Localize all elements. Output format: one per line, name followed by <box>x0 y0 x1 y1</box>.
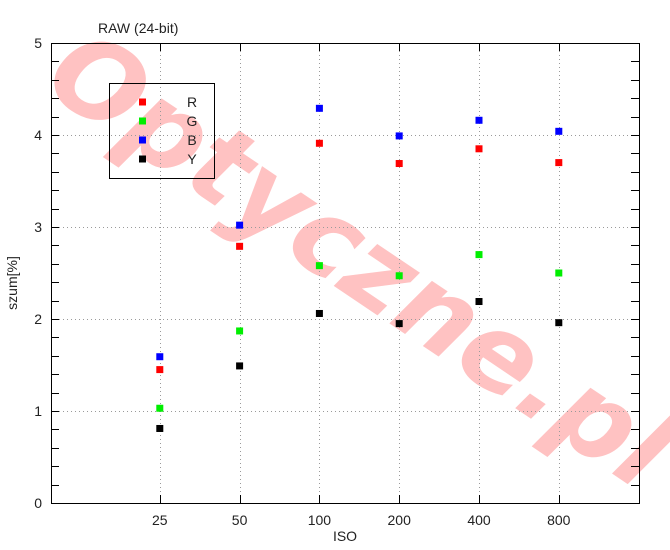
point-b-200 <box>395 132 403 140</box>
x-tick-label: 800 <box>547 512 571 528</box>
legend-marker-r <box>139 98 146 106</box>
point-r-100 <box>315 139 323 147</box>
point-g-50 <box>236 327 244 335</box>
y-tick-label: 4 <box>34 127 42 143</box>
point-g-200 <box>395 272 403 280</box>
point-g-25 <box>156 404 164 412</box>
point-b-800 <box>555 127 563 135</box>
x-tick-label: 400 <box>467 512 491 528</box>
point-y-200 <box>395 320 403 328</box>
y-tick-label: 3 <box>34 219 42 235</box>
chart-title: RAW (24-bit) <box>98 20 178 36</box>
y-axis-title: szum[%] <box>4 256 20 310</box>
y-tick-label: 1 <box>34 403 42 419</box>
point-g-800 <box>555 269 563 277</box>
y-tick-label: 0 <box>34 495 42 511</box>
plot-frame <box>51 43 640 504</box>
point-y-100 <box>315 309 323 317</box>
legend-marker-g <box>139 117 146 125</box>
watermark-text: Optyczne.pl <box>26 6 670 515</box>
point-b-100 <box>315 104 323 112</box>
point-b-50 <box>236 221 244 229</box>
point-r-400 <box>475 145 483 153</box>
point-b-25 <box>156 353 164 361</box>
y-tick-label: 5 <box>34 35 42 51</box>
point-y-400 <box>475 298 483 306</box>
x-tick-label: 200 <box>388 512 412 528</box>
point-r-200 <box>395 160 403 168</box>
point-r-50 <box>236 242 244 250</box>
legend-label-y: Y <box>187 151 197 167</box>
data-points <box>156 104 563 432</box>
point-r-800 <box>555 159 563 167</box>
legend-label-r: R <box>187 94 197 110</box>
point-g-400 <box>475 251 483 259</box>
y-tick-labels: 0 1 2 3 4 5 <box>34 35 42 511</box>
point-r-25 <box>156 366 164 374</box>
y-tick-label: 2 <box>34 311 42 327</box>
legend-marker-y <box>139 155 146 163</box>
point-y-800 <box>555 319 563 327</box>
x-tick-labels: 25 50 100 200 400 800 <box>152 512 571 528</box>
watermark: Optyczne.pl <box>26 6 670 515</box>
x-axis-title: ISO <box>333 528 357 544</box>
point-y-50 <box>236 362 244 370</box>
legend-label-b: B <box>187 132 196 148</box>
x-tick-label: 50 <box>232 512 248 528</box>
legend-box <box>109 83 215 179</box>
legend-label-g: G <box>187 113 198 129</box>
x-tick-label: 25 <box>152 512 168 528</box>
x-tick-label: 100 <box>308 512 332 528</box>
point-g-100 <box>315 262 323 270</box>
axis-ticks <box>51 43 639 504</box>
point-y-25 <box>156 424 164 432</box>
legend-marker-b <box>139 136 146 144</box>
point-b-400 <box>475 116 483 124</box>
